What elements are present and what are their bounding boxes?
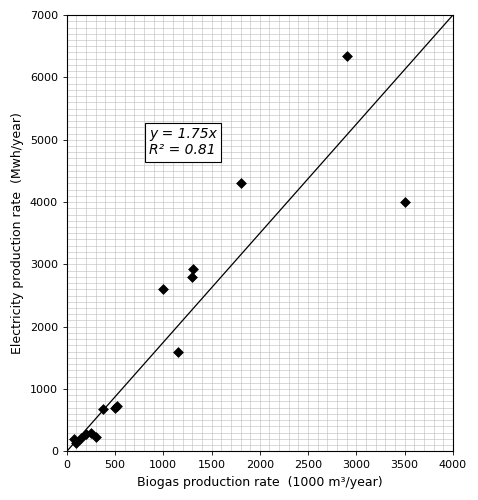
Point [87,428,95,436]
Point [160,286,167,294]
Point [174,348,182,356]
X-axis label: Biogas production rate  (1000 m³/year): Biogas production rate (1000 m³/year) [137,476,382,489]
Point [189,264,197,272]
Point [73,439,80,447]
Point [82,430,90,438]
Point [343,52,350,60]
Point [77,434,85,442]
Point [237,180,244,188]
Point [401,198,408,206]
Point [70,435,78,443]
Point [111,404,119,411]
Point [188,273,196,281]
Y-axis label: Electricity production rate  (Mwh/year): Electricity production rate (Mwh/year) [11,112,24,354]
Point [113,402,121,410]
Point [92,433,99,441]
Text: y = 1.75x
R² = 0.81: y = 1.75x R² = 0.81 [149,128,217,158]
Point [100,405,108,413]
